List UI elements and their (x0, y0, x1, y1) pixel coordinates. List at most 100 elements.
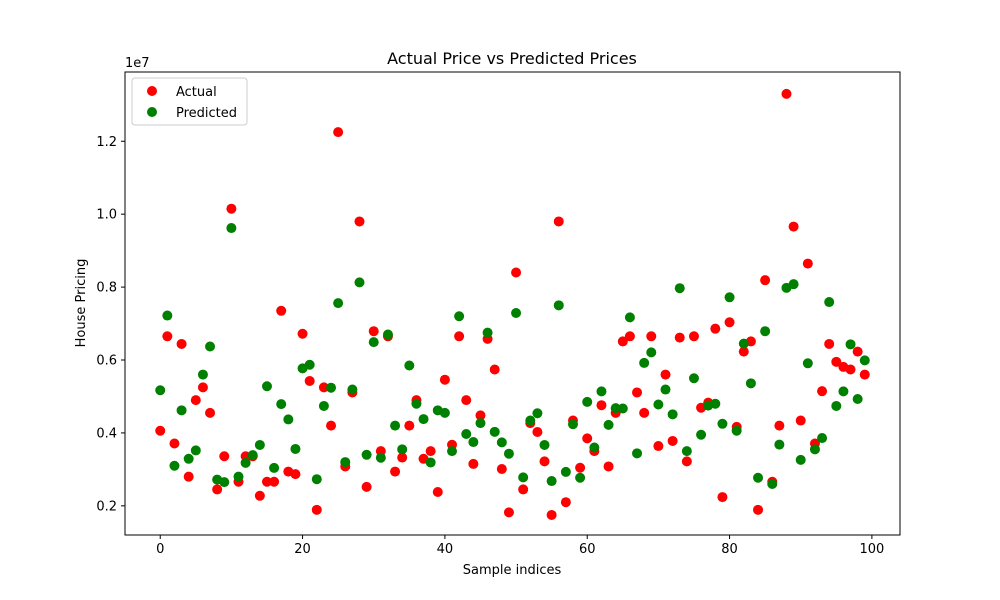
y-tick-label: 0.8 (96, 281, 117, 296)
x-tick-label: 80 (721, 542, 738, 557)
data-point-actual (532, 427, 543, 438)
data-point-actual (368, 326, 379, 337)
data-point-actual (859, 369, 870, 380)
x-axis-label: Sample indices (463, 563, 562, 578)
data-point-actual (817, 386, 828, 397)
series-predicted (155, 223, 870, 489)
axes: 0 20 40 60 80 100 0.2 0.4 0.6 0.8 1.0 1.2 (96, 71, 901, 557)
data-point-predicted (859, 355, 870, 366)
data-point-actual (425, 446, 436, 457)
data-point-actual (183, 471, 194, 482)
data-point-predicted (589, 442, 600, 453)
data-point-actual (454, 331, 465, 342)
data-point-actual (439, 374, 450, 385)
data-point-predicted (447, 446, 458, 457)
data-point-actual (169, 438, 180, 449)
data-point-actual (311, 504, 322, 515)
data-point-actual (632, 387, 643, 398)
data-point-predicted (518, 472, 529, 483)
data-point-actual (489, 364, 500, 375)
data-point-actual (297, 328, 308, 339)
x-tick-label: 0 (156, 542, 164, 557)
data-point-actual (326, 420, 337, 431)
data-point-actual (624, 331, 635, 342)
data-point-predicted (333, 298, 344, 309)
data-point-actual (226, 203, 237, 214)
data-point-actual (254, 490, 265, 501)
data-point-predicted (482, 327, 493, 338)
legend-label-actual: Actual (176, 85, 217, 100)
data-point-predicted (774, 439, 785, 450)
chart-title: Actual Price vs Predicted Prices (387, 49, 637, 68)
data-point-actual (617, 336, 628, 347)
data-point-predicted (567, 419, 578, 430)
data-point-predicted (347, 384, 358, 395)
data-point-actual (831, 356, 842, 367)
data-point-actual (653, 441, 664, 452)
data-point-predicted (838, 386, 849, 397)
data-point-predicted (553, 300, 564, 311)
data-point-predicted (205, 341, 216, 352)
data-point-predicted (575, 472, 586, 483)
data-point-actual (397, 452, 408, 463)
data-point-predicted (503, 448, 514, 459)
series-actual (155, 88, 870, 520)
data-point-actual (361, 481, 372, 492)
data-point-actual (845, 364, 856, 375)
data-point-predicted (738, 338, 749, 349)
data-point-predicted (155, 385, 166, 396)
data-point-predicted (390, 420, 401, 431)
data-point-predicted (197, 369, 208, 380)
data-point-actual (717, 492, 728, 503)
data-point-predicted (624, 312, 635, 323)
legend-marker-predicted (147, 107, 157, 117)
data-point-predicted (496, 437, 507, 448)
data-point-predicted (525, 415, 536, 426)
data-point-predicted (539, 439, 550, 450)
data-point-predicted (475, 418, 486, 429)
data-point-predicted (710, 398, 721, 409)
data-point-predicted (276, 399, 287, 410)
data-point-predicted (340, 457, 351, 468)
data-point-actual (468, 458, 479, 469)
data-point-predicted (511, 307, 522, 318)
data-point-actual (546, 509, 557, 520)
data-point-predicted (162, 310, 173, 321)
data-point-actual (475, 410, 486, 421)
data-point-predicted (283, 414, 294, 425)
data-point-predicted (183, 453, 194, 464)
data-point-actual (205, 407, 216, 418)
data-point-predicted (233, 471, 244, 482)
data-point-actual (753, 504, 764, 515)
data-point-actual (760, 275, 771, 286)
data-point-predicted (653, 399, 664, 410)
data-point-predicted (368, 337, 379, 348)
data-point-predicted (660, 384, 671, 395)
data-point-actual (646, 331, 657, 342)
data-point-predicted (418, 414, 429, 425)
data-point-predicted (489, 426, 500, 437)
data-point-actual (503, 507, 514, 518)
data-point-predicted (788, 279, 799, 290)
data-point-actual (795, 415, 806, 426)
data-point-predicted (582, 396, 593, 407)
plot-area (155, 88, 870, 520)
data-point-predicted (190, 445, 201, 456)
data-point-predicted (176, 405, 187, 416)
data-point-predicted (831, 400, 842, 411)
x-tick-label: 60 (579, 542, 596, 557)
data-point-predicted (802, 358, 813, 369)
data-point-predicted (169, 460, 180, 471)
data-point-actual (518, 484, 529, 495)
data-point-actual (660, 369, 671, 380)
data-point-actual (852, 346, 863, 357)
data-point-predicted (617, 403, 628, 414)
data-point-predicted (318, 400, 329, 411)
data-point-predicted (425, 457, 436, 468)
data-point-predicted (397, 444, 408, 455)
data-point-predicted (382, 329, 393, 340)
data-point-actual (390, 466, 401, 477)
data-point-predicted (767, 478, 778, 489)
data-point-actual (333, 127, 344, 138)
y-tick-label: 0.2 (96, 499, 117, 514)
